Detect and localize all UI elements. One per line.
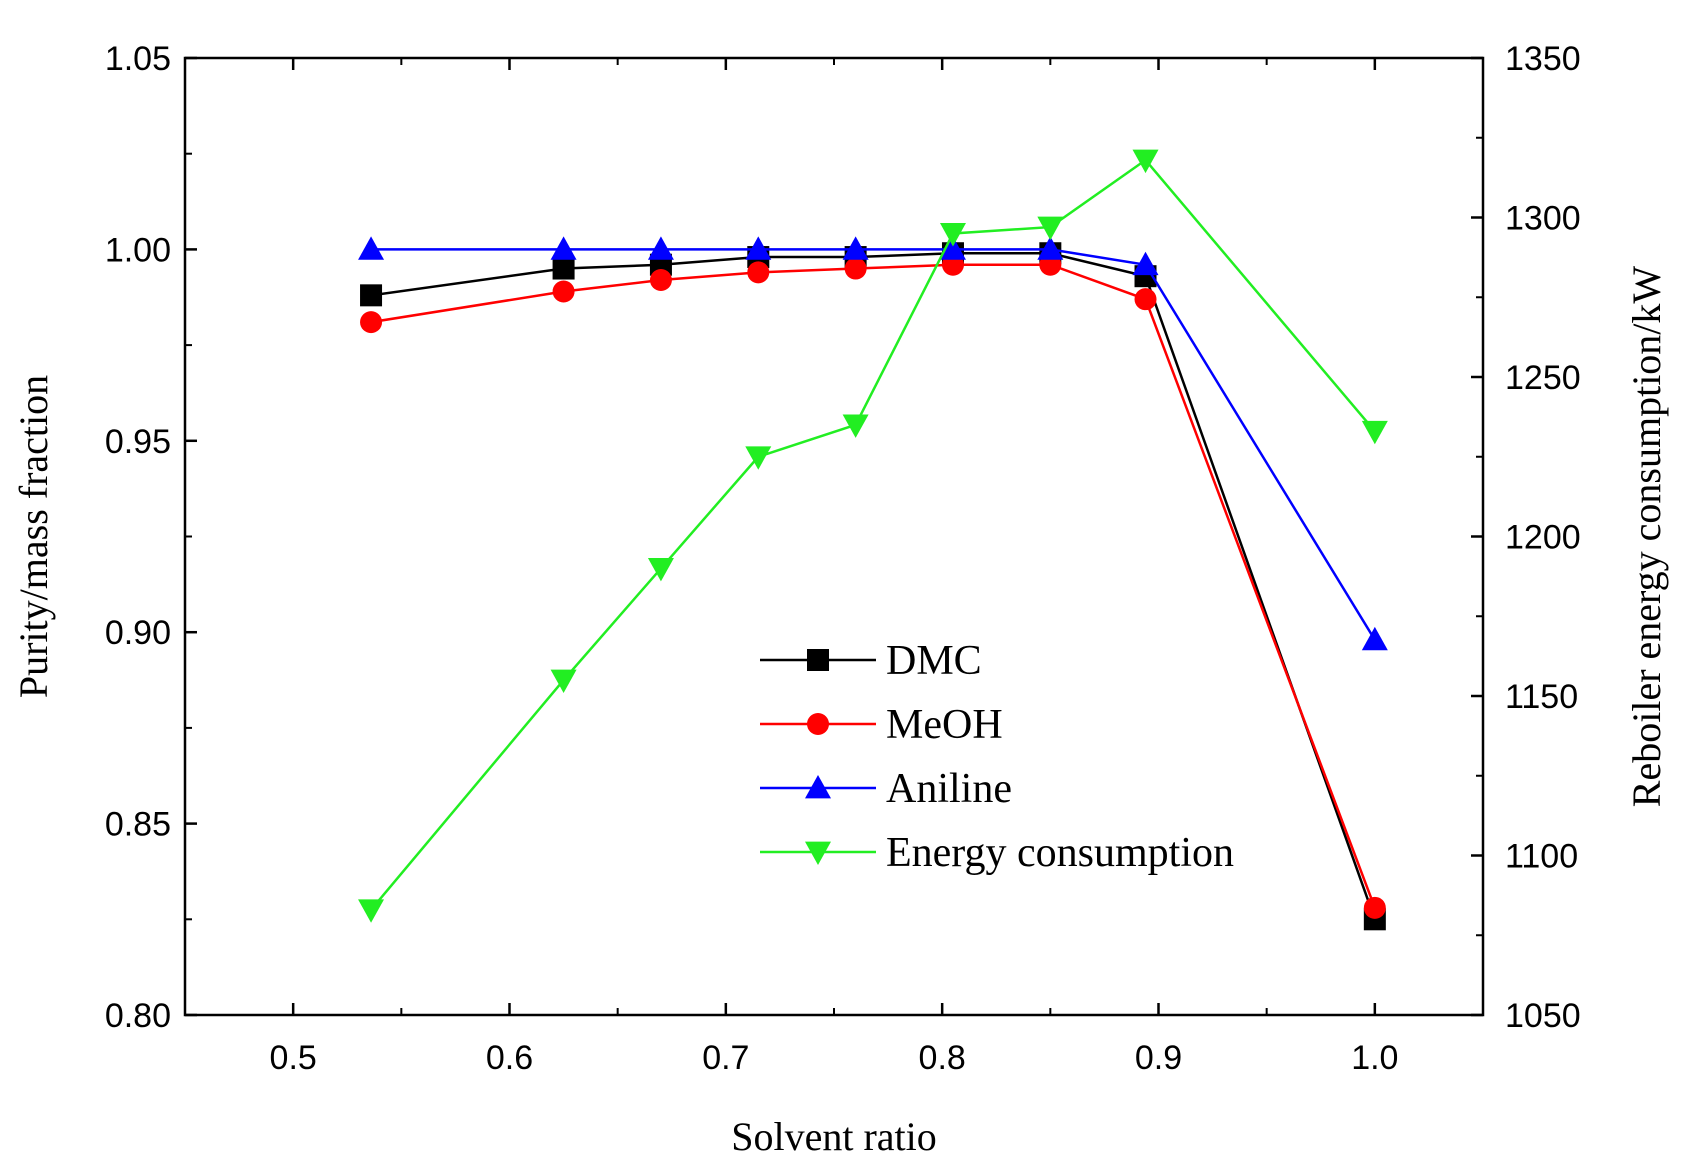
legend-item: Aniline xyxy=(760,766,1012,812)
data-point xyxy=(745,236,772,260)
y-tick-label: 1.00 xyxy=(105,231,171,269)
data-point xyxy=(550,236,577,260)
legend-marker xyxy=(805,841,831,865)
series-line xyxy=(371,248,1376,641)
x-tick-label: 0.8 xyxy=(919,1039,966,1077)
y2-tick-label: 1350 xyxy=(1505,40,1581,78)
data-point xyxy=(647,558,674,582)
data-point xyxy=(1037,236,1064,260)
legend-item: DMC xyxy=(760,638,982,684)
data-point xyxy=(358,236,385,260)
y-tick-label: 0.85 xyxy=(105,806,171,844)
x-tick-label: 0.6 xyxy=(486,1039,533,1077)
series-aniline xyxy=(358,236,1388,651)
x-tick-label: 0.5 xyxy=(270,1039,317,1077)
data-point xyxy=(844,257,867,280)
series-line xyxy=(370,158,1376,911)
data-point xyxy=(649,269,672,292)
legend-label: MeOH xyxy=(886,702,1003,748)
legend: DMC MeOH Aniline Energy consumption xyxy=(760,638,1234,876)
y2-tick-label: 1100 xyxy=(1505,838,1578,876)
data-point xyxy=(842,236,869,260)
data-point xyxy=(360,284,383,307)
data-point xyxy=(1132,149,1159,174)
y-tick-label: 0.95 xyxy=(105,423,171,461)
ticks xyxy=(184,56,1484,1017)
legend-label: Energy consumption xyxy=(886,830,1234,876)
series xyxy=(358,149,1388,931)
data-point xyxy=(1363,896,1386,919)
y2-axis-title: Reboiler energy consumption/kW xyxy=(1624,266,1669,808)
y-tick-label: 1.05 xyxy=(105,40,171,78)
data-point xyxy=(1132,251,1159,276)
legend-marker xyxy=(807,649,829,671)
y2-tick-label: 1200 xyxy=(1505,519,1581,557)
legend-label: DMC xyxy=(886,638,982,684)
data-point xyxy=(552,257,575,280)
y2-tick-label: 1250 xyxy=(1505,359,1581,397)
data-point xyxy=(550,669,577,694)
x-tick-label: 0.9 xyxy=(1135,1039,1182,1077)
legend-item: Energy consumption xyxy=(760,830,1234,876)
data-point xyxy=(939,236,966,260)
series-energy-consumption xyxy=(358,149,1388,923)
data-point xyxy=(1361,420,1388,445)
y2-tick-label: 1150 xyxy=(1505,678,1578,716)
series-meoh xyxy=(360,253,1386,919)
data-point xyxy=(1361,626,1388,651)
legend-marker xyxy=(805,775,831,799)
data-point xyxy=(1037,216,1064,241)
x-axis-title: Solvent ratio xyxy=(731,1114,937,1159)
data-point xyxy=(939,223,966,247)
x-tick-label: 0.7 xyxy=(702,1039,749,1077)
y2-tick-label: 1300 xyxy=(1505,200,1581,238)
legend-item: MeOH xyxy=(760,702,1003,748)
data-point xyxy=(647,236,674,260)
data-point xyxy=(360,311,383,334)
y-tick-label: 0.90 xyxy=(105,614,171,652)
tick-labels: 0.5 0.6 0.7 0.8 0.9 1.0 0.80 0.85 0.90 0.95 1.00 1.… xyxy=(105,40,1581,1077)
data-point xyxy=(552,280,575,303)
data-point xyxy=(747,261,770,284)
y2-tick-label: 1050 xyxy=(1505,997,1581,1035)
plot-frame xyxy=(183,56,1485,1017)
data-point xyxy=(745,446,772,470)
series-line xyxy=(370,263,1377,909)
y-tick-label: 0.80 xyxy=(105,997,171,1035)
series-line xyxy=(370,251,1377,920)
x-tick-label: 1.0 xyxy=(1351,1039,1398,1077)
data-point xyxy=(358,899,385,923)
legend-marker xyxy=(807,713,829,735)
data-point xyxy=(1134,288,1157,311)
axes xyxy=(183,56,1485,1017)
series-dmc xyxy=(360,242,1386,931)
data-point xyxy=(842,414,869,438)
legend-label: Aniline xyxy=(886,766,1012,812)
y-axis-title: Purity/mass fraction xyxy=(11,375,56,698)
